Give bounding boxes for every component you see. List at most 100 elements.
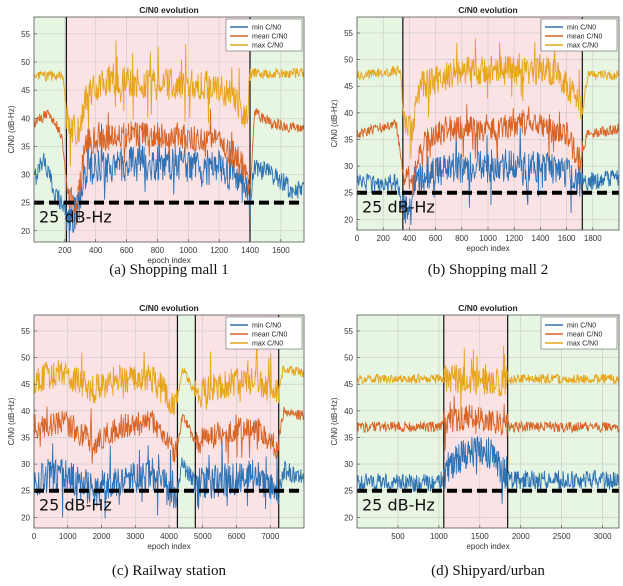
x-tick-label: 400 [89,246,103,255]
legend-label: min C/N0 [567,323,596,330]
panel-shopping-mall-1: 25 dB-Hz 20 25 30 35 40 45 50 55 200 400 600 800 1000… [7,5,305,278]
y-tick-label: 55 [21,30,30,39]
y-tick-label: 50 [21,58,30,67]
series-max-line [34,40,304,167]
x-tick-label: 500 [391,532,405,541]
x-tick-label: 0 [32,532,37,541]
plot-frame [33,16,305,243]
threshold-label: 25 dB-Hz [39,496,112,515]
y-tick-label: 35 [344,433,353,442]
series-min-line [34,123,304,242]
panel-railway-station: 25 dB-Hz 20 25 30 35 40 45 50 55 0 1000 2000 3000 400… [7,303,305,579]
y-tick-label: 40 [21,407,30,416]
y-tick-label: 45 [21,380,30,389]
series-mean-line [357,395,619,451]
series-max-line [357,38,619,160]
x-tick-label: 1600 [558,234,576,243]
threshold-label: 25 dB-Hz [39,208,112,227]
x-tick-label: 1000 [430,532,448,541]
legend: min C/N0 mean C/N0 max C/N0 [540,316,618,350]
x-tick-label: 1600 [272,246,290,255]
series-mean-line [34,107,304,226]
series-mean-line [357,104,619,196]
x-tick-label: 1000 [59,532,77,541]
figure-caption: (c) Railway station [112,563,227,579]
legend: min C/N0 mean C/N0 max C/N0 [225,316,303,350]
legend-label: min C/N0 [252,323,281,330]
figure-caption: (d) Shipyard/urban [431,563,545,579]
y-tick-label: 45 [344,82,353,91]
y-tick-label: 25 [21,199,30,208]
x-tick-label: 1200 [210,246,228,255]
y-tick-label: 30 [21,460,30,469]
x-axis-label: epoch index [147,542,190,551]
chart-title: C/N0 evolution [139,303,199,313]
legend-label: max C/N0 [252,43,283,50]
y-tick-label: 25 [344,487,353,496]
y-tick-label: 40 [344,407,353,416]
x-tick-label: 4000 [160,532,178,541]
y-tick-label: 30 [344,460,353,469]
y-tick-label: 50 [344,354,353,363]
x-axis-label: epoch index [466,244,509,253]
series-min-line [34,438,304,519]
x-tick-label: 1800 [584,234,602,243]
series-mean-line [34,406,304,465]
y-tick-label: 35 [344,135,353,144]
y-tick-label: 55 [344,29,353,38]
y-tick-label: 20 [344,215,353,224]
x-tick-label: 600 [120,246,134,255]
x-tick-label: 400 [403,234,417,243]
legend-label: max C/N0 [567,43,598,50]
x-tick-label: 1200 [505,234,523,243]
outdoor-region [357,315,444,528]
x-tick-label: 1000 [479,234,497,243]
y-tick-label: 35 [21,433,30,442]
x-tick-label: 3000 [594,532,612,541]
y-tick-label: 40 [344,109,353,118]
y-tick-label: 45 [21,86,30,95]
y-tick-label: 50 [21,354,30,363]
x-tick-label: 2000 [93,532,111,541]
x-tick-label: 1400 [241,246,259,255]
x-tick-label: 7000 [261,532,279,541]
x-tick-label: 3000 [126,532,144,541]
x-tick-label: 1400 [532,234,550,243]
x-tick-label: 200 [377,234,391,243]
x-tick-label: 2000 [512,532,530,541]
threshold-label: 25 dB-Hz [362,198,435,217]
figure-caption: (b) Shopping mall 2 [428,262,548,278]
y-tick-label: 45 [344,380,353,389]
threshold-label: 25 dB-Hz [362,496,435,515]
y-axis-label: C/N0 (dB-Hz) [7,105,16,153]
x-axis-label: epoch index [147,256,190,265]
chart-title: C/N0 evolution [458,303,518,313]
legend-label: min C/N0 [567,25,596,32]
series-min-line [357,125,619,226]
series-max-line [34,343,304,416]
x-tick-label: 1000 [179,246,197,255]
x-tick-label: 0 [355,234,360,243]
y-tick-label: 20 [344,513,353,522]
x-tick-label: 1500 [471,532,489,541]
y-tick-label: 35 [21,142,30,151]
y-tick-label: 30 [21,171,30,180]
chart-title: C/N0 evolution [458,5,518,15]
x-tick-label: 800 [455,234,469,243]
legend-label: mean C/N0 [567,34,603,41]
x-tick-label: 800 [151,246,165,255]
y-tick-label: 25 [21,487,30,496]
legend-label: mean C/N0 [252,34,288,41]
y-tick-label: 50 [344,56,353,65]
x-tick-label: 600 [429,234,443,243]
y-tick-label: 20 [21,227,30,236]
legend-label: mean C/N0 [567,332,603,339]
y-tick-label: 30 [344,162,353,171]
panel-shopping-mall-2: 25 dB-Hz 20 25 30 35 40 45 50 55 0 200 400 600 800 100… [330,5,620,278]
y-tick-label: 25 [344,189,353,198]
plot-frame [356,314,620,529]
legend: min C/N0 mean C/N0 max C/N0 [540,18,618,52]
x-tick-label: 5000 [194,532,212,541]
x-tick-label: 2500 [553,532,571,541]
